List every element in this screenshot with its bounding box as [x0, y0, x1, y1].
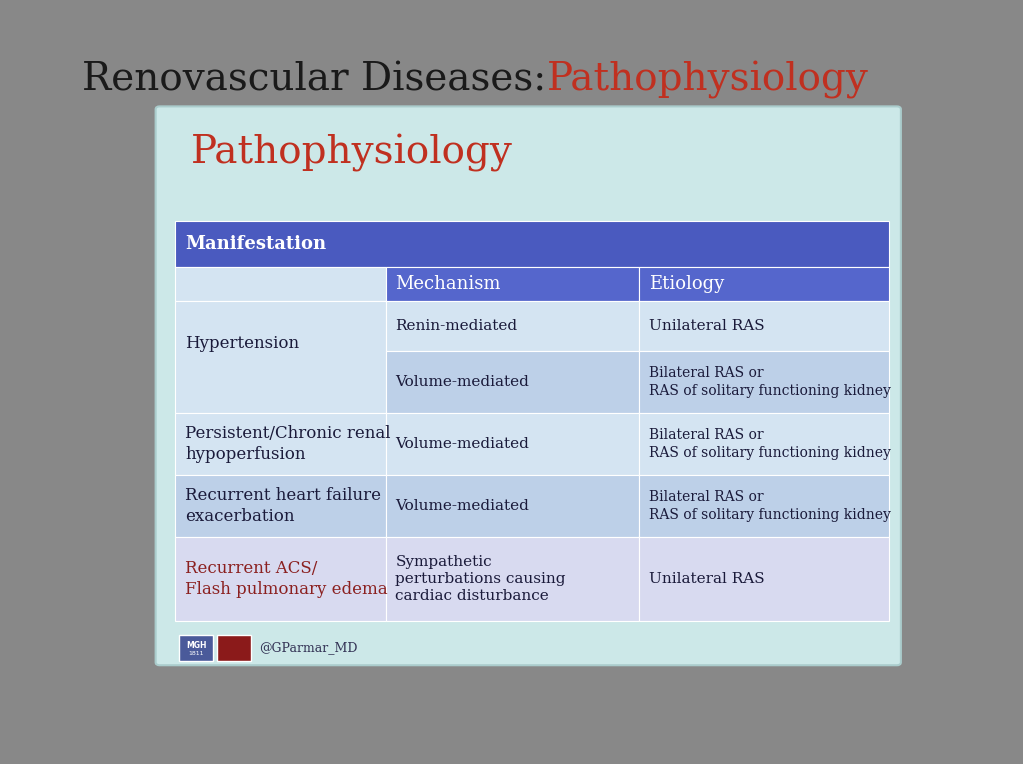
Text: Renin-mediated: Renin-mediated — [396, 319, 518, 333]
Bar — [386, 267, 639, 301]
Text: Volume-mediated: Volume-mediated — [396, 499, 529, 513]
Bar — [176, 475, 386, 537]
Bar — [218, 635, 251, 661]
Text: Volume-mediated: Volume-mediated — [396, 437, 529, 451]
Bar — [639, 413, 889, 475]
Bar — [176, 537, 386, 621]
Text: Manifestation: Manifestation — [185, 235, 326, 253]
Text: Unilateral RAS: Unilateral RAS — [649, 319, 764, 333]
Bar — [386, 301, 639, 351]
Bar — [176, 221, 889, 267]
Text: Renovascular Diseases:: Renovascular Diseases: — [82, 62, 559, 99]
Bar — [176, 267, 386, 301]
FancyBboxPatch shape — [155, 106, 901, 665]
Bar — [176, 301, 386, 413]
Text: Persistent/Chronic renal
hypoperfusion: Persistent/Chronic renal hypoperfusion — [185, 426, 391, 463]
Bar — [639, 537, 889, 621]
Bar — [386, 413, 639, 475]
Text: Volume-mediated: Volume-mediated — [396, 375, 529, 389]
Bar — [176, 413, 386, 475]
Text: Unilateral RAS: Unilateral RAS — [649, 572, 764, 586]
Bar — [639, 301, 889, 351]
Text: Bilateral RAS or
RAS of solitary functioning kidney: Bilateral RAS or RAS of solitary functio… — [649, 429, 891, 460]
Text: 1811: 1811 — [188, 651, 204, 656]
Text: Bilateral RAS or
RAS of solitary functioning kidney: Bilateral RAS or RAS of solitary functio… — [649, 490, 891, 522]
Text: Hypertension: Hypertension — [185, 335, 299, 352]
Text: MGH: MGH — [186, 641, 207, 650]
Text: Pathophysiology: Pathophysiology — [191, 134, 514, 173]
Text: Sympathetic
perturbations causing
cardiac disturbance: Sympathetic perturbations causing cardia… — [396, 555, 566, 604]
Text: Bilateral RAS or
RAS of solitary functioning kidney: Bilateral RAS or RAS of solitary functio… — [649, 367, 891, 398]
Bar — [386, 475, 639, 537]
Bar — [639, 475, 889, 537]
Text: Mechanism: Mechanism — [396, 275, 501, 293]
Bar — [639, 351, 889, 413]
Bar — [386, 537, 639, 621]
Text: Etiology: Etiology — [649, 275, 724, 293]
Text: Pathophysiology: Pathophysiology — [547, 61, 870, 99]
Bar — [386, 351, 639, 413]
Text: Recurrent ACS/
Flash pulmonary edema: Recurrent ACS/ Flash pulmonary edema — [185, 560, 388, 598]
Text: @GParmar_MD: @GParmar_MD — [259, 641, 357, 654]
Bar — [179, 635, 213, 661]
Bar — [639, 267, 889, 301]
Text: Recurrent heart failure
exacerbation: Recurrent heart failure exacerbation — [185, 487, 381, 525]
